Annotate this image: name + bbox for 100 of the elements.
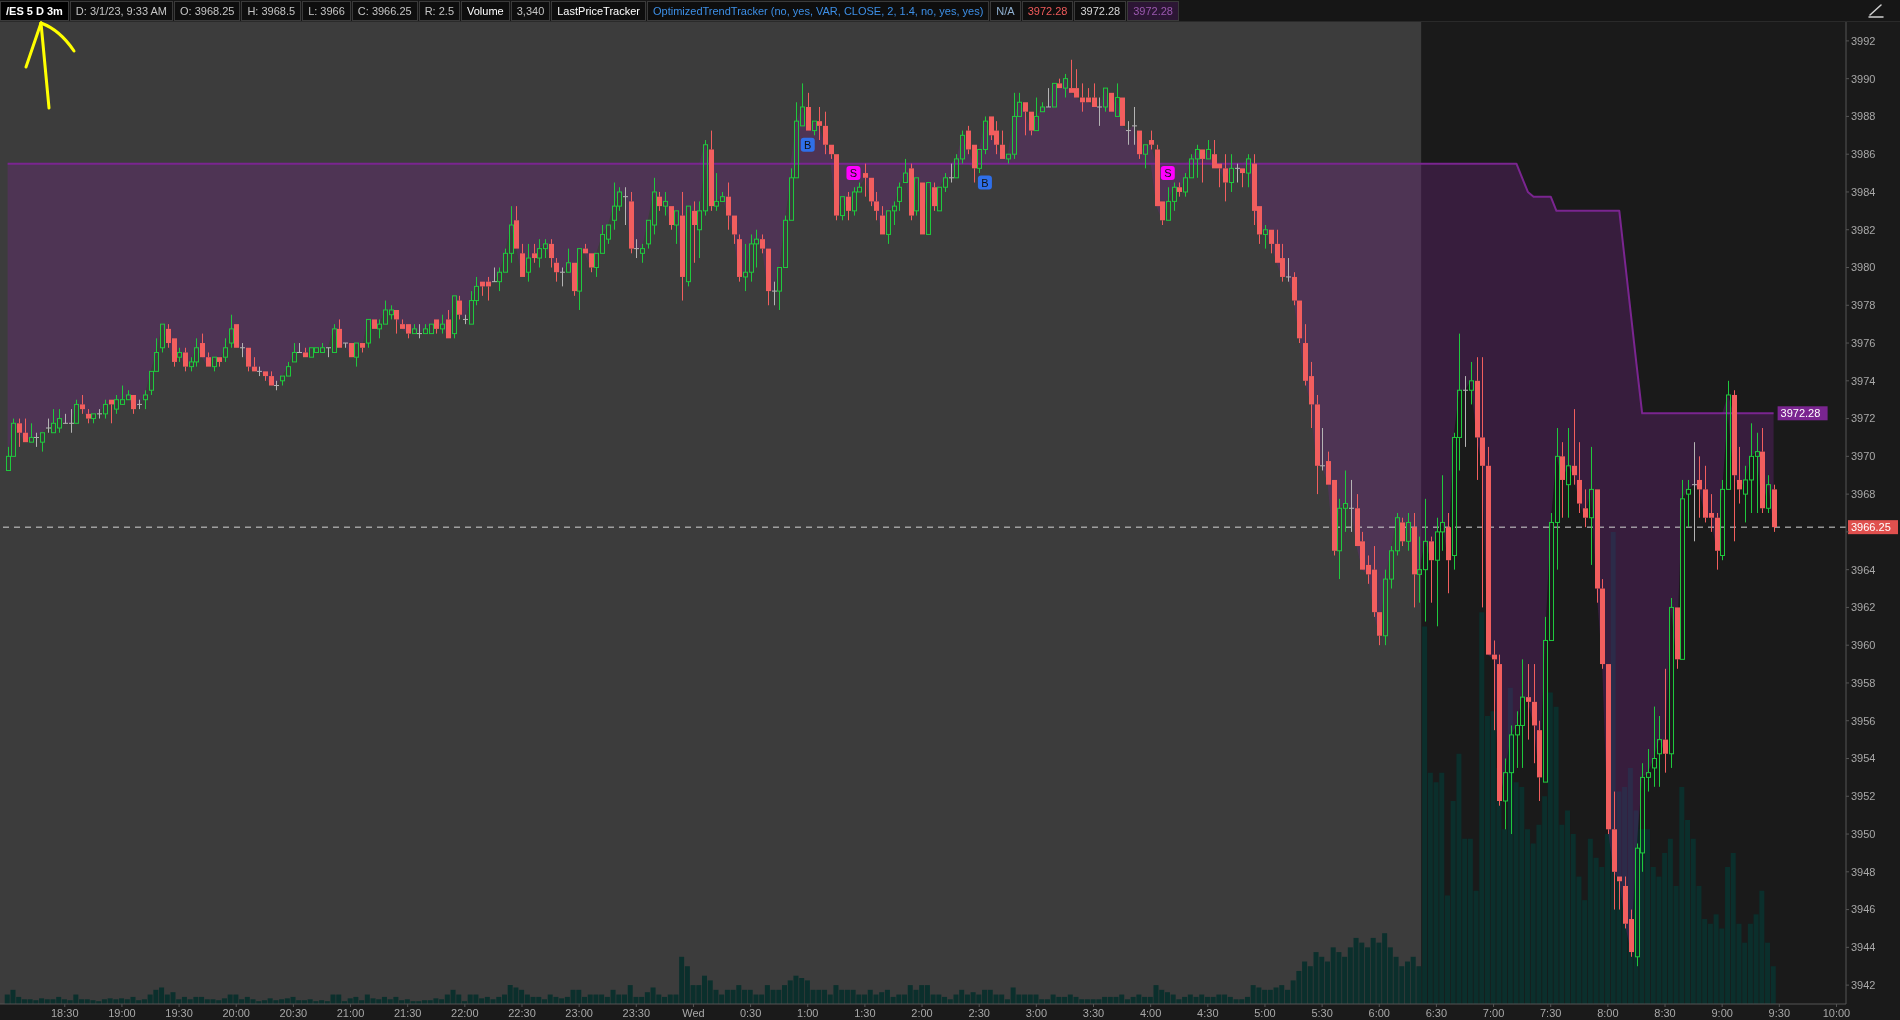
candlestick: [1469, 361, 1474, 405]
candlestick: [1612, 791, 1617, 911]
y-tick-label: 3970: [1851, 450, 1876, 463]
candlestick: [1223, 153, 1228, 202]
y-tick-label: 3954: [1851, 752, 1876, 765]
x-tick-label: 4:00: [1139, 1006, 1162, 1019]
x-tick-label: 1:30: [854, 1006, 876, 1019]
candlestick: [1577, 441, 1582, 514]
x-tick-label: 5:30: [1311, 1006, 1333, 1019]
y-tick-label: 3946: [1851, 903, 1876, 916]
candlestick: [554, 257, 559, 283]
candlestick: [1446, 512, 1451, 594]
y-tick-label: 3980: [1851, 261, 1876, 274]
candlestick: [1475, 356, 1480, 481]
x-tick-label: 3:00: [1025, 1006, 1048, 1019]
x-tick-label: Wed: [682, 1006, 705, 1019]
annotation: S: [1164, 167, 1172, 180]
candlestick: [1600, 578, 1605, 670]
candlestick: [1462, 375, 1469, 448]
candlestick: [709, 130, 714, 212]
candlestick: [1125, 120, 1132, 146]
y-tick-label: 3990: [1851, 72, 1876, 85]
x-tick-label: 7:30: [1540, 1006, 1562, 1019]
candlestick: [1589, 446, 1594, 566]
y-tick-label: 3982: [1851, 223, 1876, 236]
y-tick-label: 3944: [1851, 941, 1876, 954]
y-tick-label: 3986: [1851, 148, 1876, 161]
x-tick-label: 22:30: [508, 1006, 536, 1019]
x-tick-label: 2:00: [911, 1006, 933, 1019]
x-tick-label: 18:30: [51, 1006, 79, 1019]
x-tick-label: 22:00: [451, 1006, 479, 1019]
y-tick-label: 3960: [1851, 639, 1876, 652]
text: 3,340: [510, 0, 551, 21]
y-tick-label: 3948: [1851, 865, 1876, 878]
x-tick-label: 8:30: [1654, 1006, 1676, 1019]
text: LastPriceTracker: [551, 0, 646, 21]
y-tick-label: 3950: [1851, 827, 1876, 840]
candlestick: [80, 394, 85, 415]
candlestick: [532, 243, 537, 264]
text: OptimizedTrendTracker (no, yes, VAR, CLOSE, 2, 1.4, no, yes, yes): [646, 0, 990, 21]
text: 3972.28: [1021, 0, 1074, 21]
x-tick-label: 23:30: [622, 1006, 651, 1019]
candlestick: [1669, 597, 1674, 769]
y-tick-label: 3988: [1851, 110, 1876, 123]
x-tick-label: 6:30: [1425, 1006, 1448, 1019]
candlestick: [1732, 389, 1737, 542]
text: N/A: [990, 0, 1021, 21]
candlestick: [1686, 479, 1691, 528]
x-tick-label: 5:00: [1254, 1006, 1276, 1019]
text: O: 3968.25: [173, 0, 241, 21]
candlestick: [726, 182, 731, 231]
annotation: B: [981, 176, 989, 189]
text: L: 3966: [302, 0, 351, 21]
candlestick: [1537, 720, 1542, 802]
x-tick-label: 1:00: [797, 1006, 819, 1019]
candlestick: [1737, 446, 1742, 505]
text: C: 3966.25: [351, 0, 418, 21]
candlestick: [863, 163, 868, 198]
candlestick: [1697, 455, 1702, 519]
x-tick-label: 21:00: [336, 1006, 365, 1019]
candlestick: [663, 191, 668, 217]
candlestick: [817, 106, 822, 141]
x-tick-label: 21:30: [393, 1006, 422, 1019]
candlestick: [1319, 427, 1326, 472]
candlestick: [1229, 153, 1234, 193]
x-tick-label: 6:00: [1368, 1006, 1390, 1019]
candlestick: [846, 191, 851, 221]
x-tick-label: 20:00: [222, 1006, 250, 1019]
candlestick: [823, 111, 828, 155]
candlestick: [1348, 479, 1355, 533]
y-tick-label: 3992: [1851, 34, 1876, 47]
candlestick: [1532, 663, 1537, 764]
x-tick-label: 19:30: [165, 1006, 193, 1019]
candlestick: [737, 233, 742, 283]
candlestick: [1560, 441, 1565, 519]
x-tick-label: 23:00: [565, 1006, 593, 1019]
chart-title: /ES 5 D 3m: [0, 0, 69, 21]
x-tick-label: 0:30: [739, 1006, 762, 1019]
y-tick-label: 3972: [1851, 412, 1876, 425]
y-tick-label: 3962: [1851, 601, 1876, 614]
y-tick-label: 3976: [1851, 336, 1876, 349]
candlestick: [1572, 408, 1577, 486]
candlestick: [657, 191, 662, 212]
x-tick-label: 9:00: [1711, 1006, 1733, 1019]
candlestick: [1691, 441, 1698, 542]
candlestick: [1760, 427, 1765, 514]
candlestick: [680, 191, 685, 302]
candlestick: [1663, 668, 1668, 774]
candlestick: [1412, 512, 1417, 608]
x-tick-label: 4:30: [1197, 1006, 1219, 1019]
data-label: 3972.28: [1780, 407, 1821, 420]
y-tick-label: 3964: [1851, 563, 1876, 576]
y-tick-label: 3956: [1851, 714, 1876, 727]
candlestick: [692, 200, 697, 264]
text: H: 3968.5: [241, 0, 302, 21]
annotation: S: [849, 167, 858, 180]
annotation: B: [804, 138, 812, 151]
candlestick: [1657, 715, 1662, 788]
x-tick-label: 20:30: [279, 1006, 308, 1019]
x-tick-label: 2:30: [968, 1006, 990, 1019]
